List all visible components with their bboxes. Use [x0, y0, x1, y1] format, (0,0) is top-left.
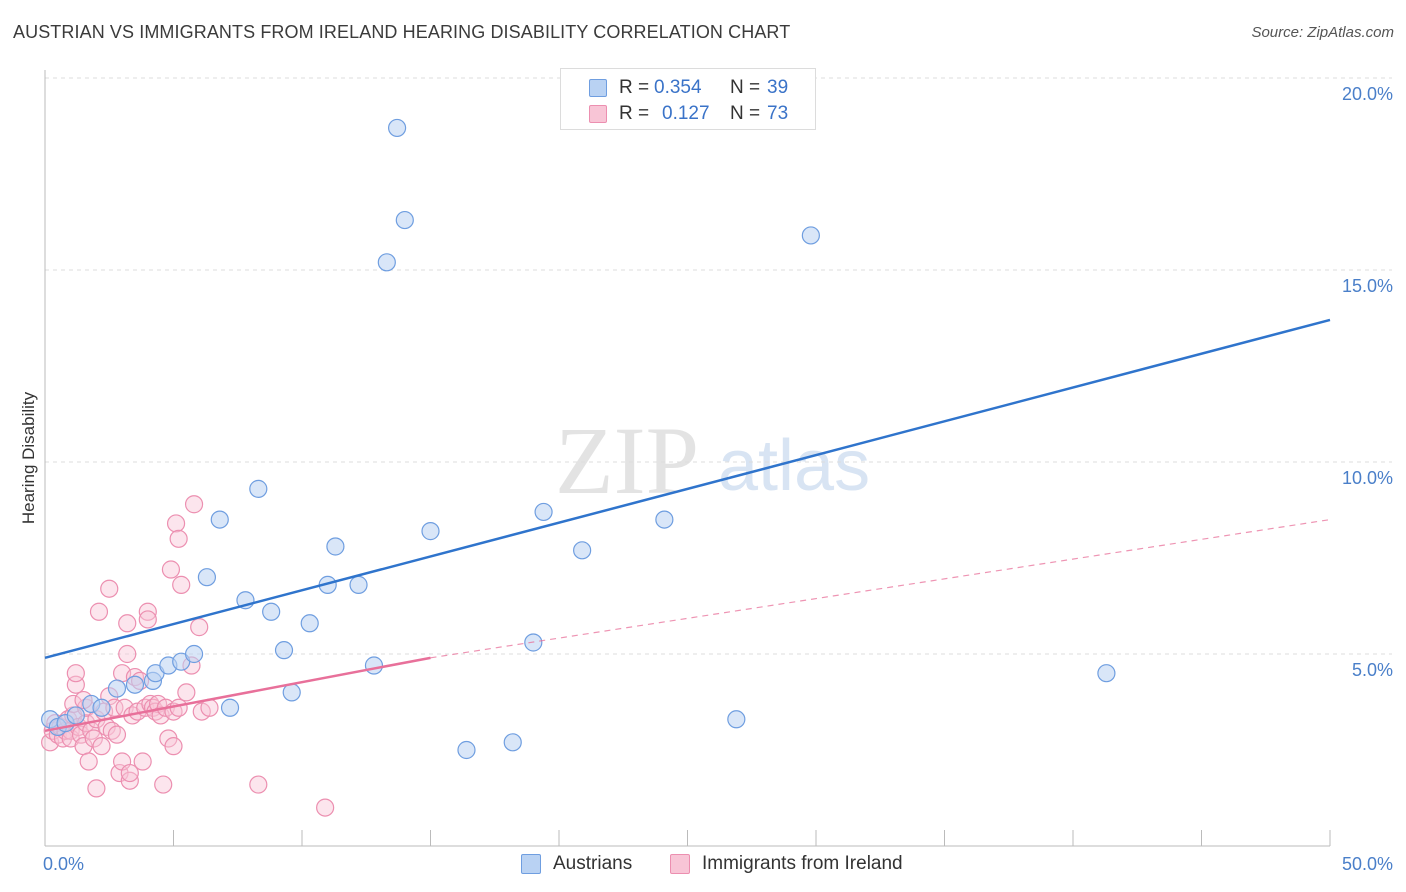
austrians-trend-line: [44, 318, 1331, 660]
austrians-point: [727, 710, 746, 729]
austrians-point: [300, 614, 319, 633]
ireland-point: [89, 602, 109, 621]
austrians-point: [92, 698, 111, 717]
austrians-point: [349, 575, 368, 594]
austrians-point: [377, 253, 396, 272]
ireland-trend-dashed: [430, 519, 1331, 659]
austrians-point: [210, 510, 229, 529]
ireland-point: [172, 575, 191, 594]
ireland-point: [177, 683, 196, 702]
austrians-point: [1097, 664, 1116, 683]
austrians-point: [274, 641, 294, 660]
austrians-swatch: [521, 854, 541, 874]
austrians-point: [125, 675, 145, 694]
series-legend: Austrians Immigrants from Ireland: [0, 852, 1406, 878]
austrians-point: [801, 226, 820, 245]
chart-source: Source: ZipAtlas.com: [1251, 24, 1394, 41]
austrians-point: [387, 118, 407, 138]
ireland-point: [87, 779, 106, 798]
ireland-point: [166, 514, 186, 533]
austrians-label: Austrians: [553, 853, 633, 874]
ireland-point: [169, 529, 188, 548]
ireland-point: [184, 495, 204, 514]
ireland-point: [120, 763, 139, 783]
legend-r-label: R =: [619, 77, 650, 98]
trend-lines: [44, 318, 1331, 733]
ireland-point: [133, 752, 152, 771]
austrians-point: [184, 644, 204, 664]
y-tick-label: 15.0%: [1342, 276, 1393, 296]
austrians-point: [220, 698, 240, 717]
ireland-point: [316, 798, 335, 817]
austrians-point: [326, 537, 345, 556]
austrians-point: [457, 740, 476, 760]
y-tick-label: 5.0%: [1352, 660, 1393, 680]
ireland-trend-line: [44, 656, 431, 733]
ireland-point: [161, 560, 181, 579]
legend-r-label: R =: [619, 103, 650, 124]
x-tick-label-max: 50.0%: [1342, 854, 1393, 874]
legend-swatch-pink: [589, 105, 607, 123]
austrians-point: [197, 568, 217, 587]
ireland-label: Immigrants from Ireland: [702, 853, 903, 874]
ireland-point: [164, 737, 183, 756]
legend-n-label: N =: [730, 103, 761, 124]
x-tick-label-min: 0.0%: [43, 854, 84, 874]
legend-swatch-blue: [589, 79, 607, 97]
axis-labels: 5.0% 10.0% 15.0% 20.0% 0.0% 50.0% Hearing Disa…: [19, 84, 1393, 874]
ireland-point: [66, 664, 85, 683]
austrians-point: [66, 706, 85, 725]
legend-r-value: 0.127: [662, 103, 710, 124]
watermark: ZIP atlas: [555, 407, 870, 514]
watermark-atlas: atlas: [718, 426, 870, 506]
legend-n-value: 73: [767, 103, 789, 124]
legend-n-value: 39: [767, 77, 789, 98]
ireland-swatch: [670, 854, 690, 874]
austrians-point: [262, 602, 281, 621]
y-tick-label: 20.0%: [1342, 84, 1393, 104]
ireland-point: [118, 644, 137, 664]
austrians-point: [573, 541, 592, 560]
y-tick-label: 10.0%: [1342, 468, 1393, 488]
grid-lines: [45, 77, 1392, 655]
chart-title: AUSTRIAN VS IMMIGRANTS FROM IRELAND HEAR…: [13, 22, 791, 42]
austrians-point: [364, 656, 384, 675]
austrians-point: [395, 210, 414, 230]
stats-legend: R = 0.354 N = 39 R = 0.127 N = 73: [560, 68, 816, 130]
austrians-point: [421, 522, 440, 541]
ireland-point: [190, 618, 209, 637]
ireland-point: [92, 737, 111, 756]
ireland-point: [138, 610, 157, 629]
austrians-point: [107, 679, 127, 698]
ireland-point: [138, 602, 157, 621]
ireland-point: [100, 579, 119, 598]
ireland-point: [110, 763, 129, 783]
austrians-point: [249, 479, 268, 498]
ireland-point: [120, 771, 139, 790]
ireland-point: [84, 729, 103, 748]
ireland-point: [79, 752, 98, 771]
ireland-point: [249, 775, 268, 794]
ireland-point: [107, 725, 127, 744]
ireland-point: [118, 614, 137, 633]
legend-n-label: N =: [730, 77, 761, 98]
watermark-zip: ZIP: [555, 407, 699, 514]
ireland-point: [154, 775, 173, 794]
austrians-point: [503, 733, 522, 752]
austrians-point: [534, 502, 553, 522]
legend-r-value: 0.354: [654, 77, 702, 98]
y-axis-title: Hearing Disability: [19, 391, 38, 524]
austrians-point: [655, 510, 674, 529]
